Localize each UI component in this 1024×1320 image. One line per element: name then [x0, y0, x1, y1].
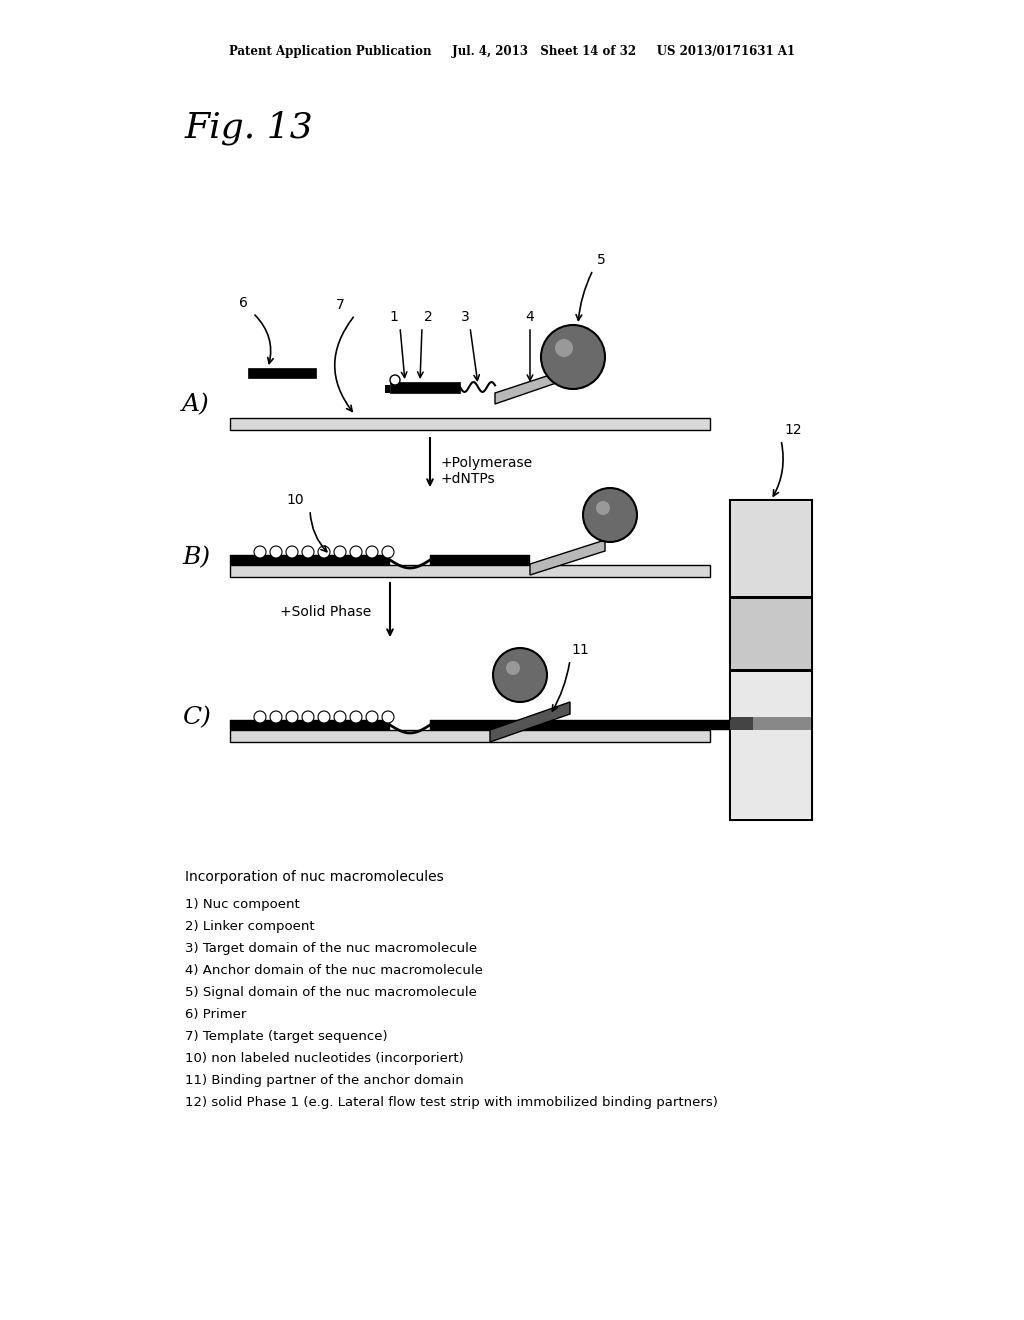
Circle shape	[583, 488, 637, 543]
Text: 12: 12	[784, 422, 802, 437]
Bar	[731, 672, 811, 818]
Circle shape	[382, 546, 394, 558]
Bar	[230, 730, 710, 742]
Text: 10) non labeled nucleotides (incorporiert): 10) non labeled nucleotides (incorporier…	[185, 1052, 464, 1065]
Text: Incorporation of nuc macromolecules: Incorporation of nuc macromolecules	[185, 870, 443, 884]
Text: 11) Binding partner of the anchor domain: 11) Binding partner of the anchor domain	[185, 1074, 464, 1086]
Circle shape	[318, 546, 330, 558]
Polygon shape	[490, 702, 570, 742]
Text: 2) Linker compoent: 2) Linker compoent	[185, 920, 314, 933]
Text: 5) Signal domain of the nuc macromolecule: 5) Signal domain of the nuc macromolecul…	[185, 986, 477, 999]
Bar	[248, 368, 316, 378]
Text: 11: 11	[571, 643, 589, 657]
Circle shape	[366, 711, 378, 723]
Text: 7) Template (target sequence): 7) Template (target sequence)	[185, 1030, 388, 1043]
Circle shape	[302, 546, 314, 558]
Bar	[430, 554, 530, 565]
Text: 4) Anchor domain of the nuc macromolecule: 4) Anchor domain of the nuc macromolecul…	[185, 964, 483, 977]
Bar	[230, 418, 710, 430]
Text: 1) Nuc compoent: 1) Nuc compoent	[185, 898, 300, 911]
Text: C): C)	[182, 706, 211, 730]
Circle shape	[334, 711, 346, 723]
Circle shape	[286, 546, 298, 558]
Text: +Polymerase: +Polymerase	[440, 455, 532, 470]
Bar	[230, 565, 710, 577]
Text: 6: 6	[239, 296, 248, 310]
Circle shape	[318, 711, 330, 723]
Text: 10: 10	[286, 492, 304, 507]
Bar	[731, 717, 753, 730]
Text: 5: 5	[597, 253, 605, 267]
Circle shape	[286, 711, 298, 723]
Text: 12) solid Phase 1 (e.g. Lateral flow test strip with immobilized binding partner: 12) solid Phase 1 (e.g. Lateral flow tes…	[185, 1096, 718, 1109]
Circle shape	[596, 502, 610, 515]
Circle shape	[541, 325, 605, 389]
Bar	[385, 385, 390, 393]
Bar	[390, 381, 460, 393]
Bar	[731, 599, 811, 669]
Text: +dNTPs: +dNTPs	[440, 473, 495, 486]
Circle shape	[270, 711, 282, 723]
Text: 2: 2	[424, 310, 432, 323]
Bar	[731, 669, 811, 672]
Bar	[230, 554, 390, 565]
Text: 1: 1	[389, 310, 398, 323]
Bar	[731, 502, 811, 597]
Circle shape	[555, 339, 573, 356]
Bar	[730, 500, 812, 820]
Circle shape	[382, 711, 394, 723]
Text: Fig. 13: Fig. 13	[185, 111, 313, 145]
Circle shape	[506, 661, 520, 675]
Bar	[430, 719, 730, 730]
Text: 3) Target domain of the nuc macromolecule: 3) Target domain of the nuc macromolecul…	[185, 942, 477, 954]
Text: +Solid Phase: +Solid Phase	[280, 605, 372, 619]
Circle shape	[334, 546, 346, 558]
Circle shape	[302, 711, 314, 723]
Circle shape	[390, 375, 400, 385]
Text: 4: 4	[525, 310, 535, 323]
Circle shape	[350, 546, 362, 558]
Circle shape	[493, 648, 547, 702]
Circle shape	[270, 546, 282, 558]
Text: A): A)	[182, 393, 210, 417]
Bar	[731, 597, 811, 599]
Circle shape	[254, 546, 266, 558]
Circle shape	[366, 546, 378, 558]
Text: Patent Application Publication     Jul. 4, 2013   Sheet 14 of 32     US 2013/017: Patent Application Publication Jul. 4, 2…	[229, 45, 795, 58]
Polygon shape	[495, 370, 565, 404]
Bar	[230, 719, 390, 730]
Bar	[730, 719, 750, 730]
Text: 6) Primer: 6) Primer	[185, 1008, 247, 1020]
Text: B): B)	[182, 546, 210, 569]
Circle shape	[350, 711, 362, 723]
Circle shape	[254, 711, 266, 723]
Text: 3: 3	[461, 310, 469, 323]
Text: 7: 7	[336, 298, 344, 312]
Polygon shape	[530, 540, 605, 576]
Bar	[731, 717, 811, 730]
